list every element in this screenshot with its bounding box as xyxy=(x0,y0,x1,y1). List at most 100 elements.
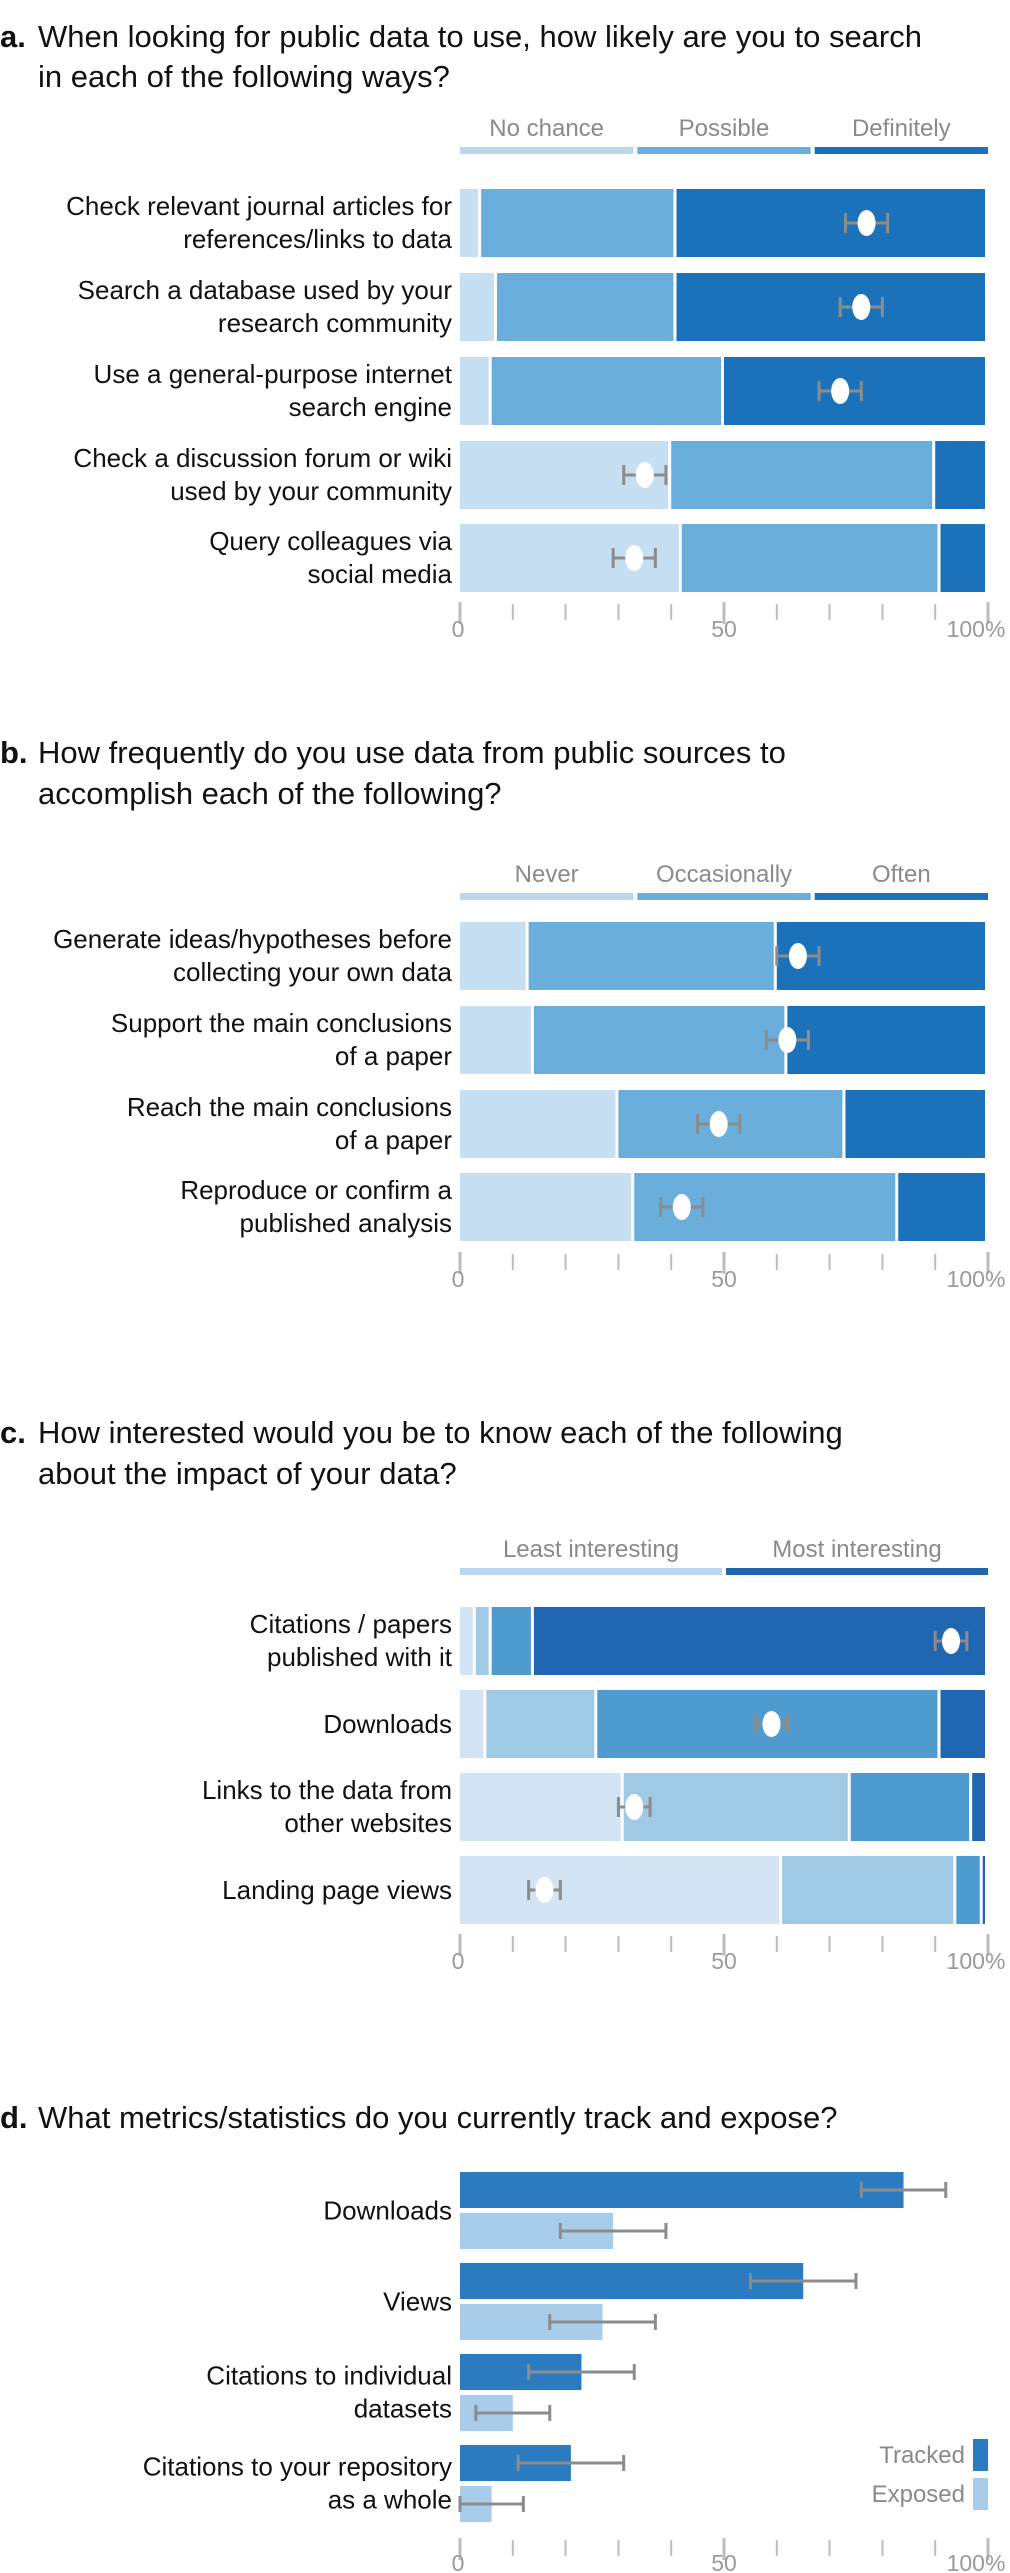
panel-c: c. How interested would you be to know ea… xyxy=(0,1415,1005,1974)
category-label: of a paper xyxy=(335,1041,452,1071)
question-text: What metrics/statistics do you currently… xyxy=(38,2100,837,2135)
legend-swatch xyxy=(973,2478,988,2510)
mean-marker xyxy=(625,1794,644,1820)
mean-marker xyxy=(852,294,871,320)
legend-label: Often xyxy=(872,861,931,888)
category-label: Links to the data from xyxy=(202,1775,452,1805)
bar-segment xyxy=(676,273,985,341)
category-label: Landing page views xyxy=(222,1875,452,1905)
legend-bar xyxy=(637,147,811,154)
axis-tick-label: 50 xyxy=(711,1266,737,1292)
bar-segment xyxy=(533,1006,785,1074)
bar-segment xyxy=(676,189,985,257)
legend-label: Least interesting xyxy=(503,1536,679,1563)
category-label: Citations to your repository xyxy=(143,2452,452,2482)
question-text: about the impact of your data? xyxy=(38,1456,457,1491)
bar-segment xyxy=(845,1090,985,1158)
question-text: in each of the following ways? xyxy=(38,59,450,94)
bar-segment xyxy=(491,1607,531,1675)
legend-label: Definitely xyxy=(852,115,951,142)
bar-segment xyxy=(460,922,526,990)
bar-segment xyxy=(460,189,479,257)
axis-tick-label: 0 xyxy=(452,2550,465,2573)
bar-segment xyxy=(460,1173,632,1241)
question-letter: a. xyxy=(0,19,26,54)
legend-bar xyxy=(814,893,988,900)
category-label: references/links to data xyxy=(183,224,452,254)
legend-bar xyxy=(637,893,811,900)
category-label: published with it xyxy=(267,1642,453,1672)
bar-segment xyxy=(982,1856,985,1924)
category-label: Views xyxy=(383,2287,452,2317)
axis-tick-label: 100% xyxy=(947,1948,1006,1974)
bar-segment xyxy=(787,1006,985,1074)
bar-segment xyxy=(671,441,933,509)
axis-tick-label: 0 xyxy=(452,616,465,642)
bar-segment xyxy=(940,524,985,592)
bar-segment xyxy=(486,1690,595,1758)
bar-segment xyxy=(681,524,938,592)
bar-segment xyxy=(460,357,489,425)
category-label: used by your community xyxy=(170,476,452,506)
category-label: other websites xyxy=(284,1808,452,1838)
legend-bar xyxy=(726,1568,988,1575)
panel-b: b. How frequently do you use data from pu… xyxy=(0,735,1005,1292)
category-label: Search a database used by your xyxy=(78,275,453,305)
bar-segment xyxy=(460,1607,473,1675)
mean-marker xyxy=(778,1027,797,1053)
bar-segment xyxy=(460,273,494,341)
category-label: of a paper xyxy=(335,1125,452,1155)
bar-segment xyxy=(475,1607,489,1675)
bar-segment xyxy=(623,1773,848,1841)
bar-segment xyxy=(898,1173,985,1241)
legend-bar xyxy=(460,893,634,900)
mean-marker xyxy=(635,462,654,488)
mean-marker xyxy=(831,378,850,404)
category-label: Citations to individual xyxy=(206,2361,452,2391)
category-label: social media xyxy=(307,559,452,589)
bar-segment xyxy=(460,1090,616,1158)
bar-segment xyxy=(528,922,774,990)
bar-segment xyxy=(481,189,674,257)
category-label: Support the main conclusions xyxy=(111,1008,452,1038)
legend-bar xyxy=(460,1568,722,1575)
category-label: Downloads xyxy=(323,1709,452,1739)
category-label: Reproduce or confirm a xyxy=(180,1175,452,1205)
bar-segment xyxy=(491,357,721,425)
bar-segment xyxy=(460,1690,484,1758)
question-letter: b. xyxy=(0,735,28,770)
category-label: research community xyxy=(218,308,452,338)
bar-segment xyxy=(782,1856,954,1924)
bar-segment xyxy=(460,1773,621,1841)
category-label: Use a general-purpose internet xyxy=(94,359,453,389)
mean-marker xyxy=(857,210,876,236)
bar-segment xyxy=(496,273,674,341)
axis-tick-label: 0 xyxy=(452,1266,465,1292)
bar-segment xyxy=(850,1773,970,1841)
axis-tick-label: 50 xyxy=(711,2550,737,2573)
mean-marker xyxy=(788,943,807,969)
question-letter: c. xyxy=(0,1415,26,1450)
category-label: published analysis xyxy=(240,1208,452,1238)
mean-marker xyxy=(535,1877,554,1903)
legend-label: Exposed xyxy=(872,2481,965,2508)
category-label: Reach the main conclusions xyxy=(127,1092,452,1122)
bar-segment xyxy=(940,1690,985,1758)
category-label: Citations / papers xyxy=(250,1609,452,1639)
question-letter: d. xyxy=(0,2100,28,2135)
bar-segment xyxy=(972,1773,985,1841)
category-label: datasets xyxy=(354,2394,452,2424)
bar-tracked xyxy=(460,2172,904,2208)
category-label: Query colleagues via xyxy=(209,526,452,556)
panel-a: a. When looking for public data to use, h… xyxy=(0,19,1005,642)
category-label: Generate ideas/hypotheses before xyxy=(53,924,452,954)
axis-tick-label: 100% xyxy=(947,1266,1006,1292)
category-label: search engine xyxy=(289,392,452,422)
legend-label: Possible xyxy=(679,115,770,142)
axis-tick-label: 0 xyxy=(452,1948,465,1974)
panel-d: d. What metrics/statistics do you current… xyxy=(0,2100,1005,2573)
bar-tracked xyxy=(460,2263,804,2299)
category-label: Downloads xyxy=(323,2196,452,2226)
bar-segment xyxy=(935,441,985,509)
axis-tick-label: 50 xyxy=(711,1948,737,1974)
